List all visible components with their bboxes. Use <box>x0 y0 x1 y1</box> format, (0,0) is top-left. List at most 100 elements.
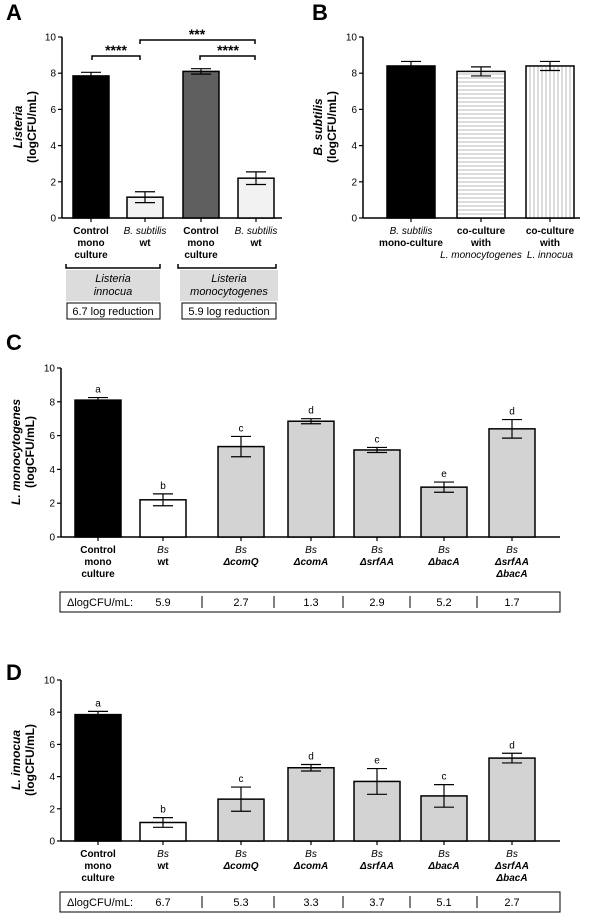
panel-b-label: B <box>312 0 328 25</box>
panel-a-category-label: B. subtilis <box>235 226 278 237</box>
reduction-box-innocua <box>66 302 161 320</box>
panel-d-category-label: Bs <box>305 849 317 860</box>
sig-label-1: **** <box>105 42 127 58</box>
group-innocua-line2: innocua <box>94 286 133 298</box>
panel-d-category-label: Bs <box>371 849 383 860</box>
panel-b-y-tick-label: 8 <box>351 69 357 80</box>
group-bracket-monocytogenes <box>177 264 277 269</box>
panel-c-category-label: Bs <box>305 545 317 556</box>
panel-c-y-tick-label: 4 <box>49 465 55 476</box>
panel-c-delta-value: 5.2 <box>436 597 451 609</box>
panel-b-ylabel-line2: (logCFU/mL) <box>325 91 339 163</box>
panel-a-bar <box>182 70 220 219</box>
panel-a-y-tick-label: 10 <box>45 33 57 44</box>
panel-a-category-label: mono <box>187 238 214 249</box>
panel-d-label: D <box>6 660 22 685</box>
panel-d-category-label: ΔsrfAA <box>359 861 394 872</box>
panel-d-significance-letter: b <box>160 805 166 816</box>
panel-a-bar <box>72 75 110 219</box>
panel-c-significance-letter: a <box>95 385 101 396</box>
panel-c-category-label: ΔbacA <box>495 569 527 580</box>
panel-d-y-tick-label: 2 <box>49 804 55 815</box>
sig-label-3: **** <box>217 42 239 58</box>
panel-a-groups: Listeria innocua Listeria monocytogenes … <box>65 264 278 320</box>
panel-d-category-label: ΔcomQ <box>222 861 258 872</box>
panel-a-category-label: Control <box>73 226 109 237</box>
panel-c-significance-letter: e <box>441 469 447 480</box>
group-innocua-line1: Listeria <box>95 273 130 285</box>
panel-a-category-label: Control <box>183 226 219 237</box>
panel-c-ylabel-line2: (logCFU/mL) <box>23 416 37 488</box>
panel-c-category-label: Bs <box>235 545 247 556</box>
panel-b-y-tick-label: 2 <box>351 177 357 188</box>
panel-c-delta-value: 2.9 <box>369 597 384 609</box>
panel-d-delta-value: 6.7 <box>155 897 170 909</box>
panel-d-y-tick-label: 6 <box>49 740 55 751</box>
panel-b-y-tick-label: 0 <box>351 214 357 225</box>
panel-c-delta-value: 2.7 <box>233 597 248 609</box>
panel-d-y-tick-label: 4 <box>49 772 55 783</box>
panel-d-category-label: ΔbacA <box>427 861 459 872</box>
panel-d-delta-value: 5.1 <box>436 897 451 909</box>
group-monocytogenes-line1: Listeria <box>211 273 246 285</box>
panel-b-ylabel-line1: B. subtilis <box>311 98 325 156</box>
group-bracket-innocua <box>65 264 161 269</box>
panel-c-ylabel-line1: L. monocytogenes <box>9 399 23 505</box>
panel-d-delta-value: 3.3 <box>303 897 318 909</box>
panel-b-category-label: L. innocua <box>527 250 574 261</box>
panel-c-bar <box>353 449 401 538</box>
panel-a-y-tick-label: 0 <box>50 214 56 225</box>
panel-c-category-label: culture <box>81 569 115 580</box>
panel-c-category-label: ΔcomA <box>293 557 329 568</box>
panel-d-bar <box>74 713 122 842</box>
panel-c-significance-letter: c <box>375 434 380 445</box>
panel-b-y-tick-label: 10 <box>346 33 358 44</box>
panel-d-ylabel-line2: (logCFU/mL) <box>23 724 37 796</box>
panel-a-significance: **** *** **** <box>91 26 256 60</box>
panel-b-y-tick-label: 4 <box>351 141 357 152</box>
panel-c-label: C <box>6 330 22 355</box>
panel-d-ylabel-line1: L. innocua <box>9 730 23 790</box>
panel-d-significance-letter: c <box>442 772 447 783</box>
panel-c-bar <box>287 420 335 538</box>
delta-table-d-label: ΔlogCFU/mL: <box>67 897 133 909</box>
panel-d-category-label: mono <box>84 861 111 872</box>
panel-c-y-tick-label: 2 <box>49 499 55 510</box>
panel-c-delta-value: 5.9 <box>155 597 170 609</box>
panel-d-y-tick-label: 0 <box>49 837 55 848</box>
panel-d-significance-letter: e <box>374 756 380 767</box>
reduction-monocytogenes: 5.9 log reduction <box>188 306 269 318</box>
panel-a-y-tick-label: 2 <box>50 177 56 188</box>
panel-a-y-tick-label: 8 <box>50 69 56 80</box>
panel-d-category-label: wt <box>156 861 169 872</box>
panel-d-y-tick-label: 10 <box>44 676 56 687</box>
panel-c-significance-letter: d <box>509 407 515 418</box>
sig-label-2: *** <box>189 26 206 42</box>
panel-c-bar <box>420 486 468 538</box>
panel-c-category-label: mono <box>84 557 111 568</box>
delta-table-c-box <box>59 591 561 613</box>
panel-d-significance-letter: d <box>509 740 515 751</box>
panel-a-ylabel-line2: (logCFU/mL) <box>25 91 39 163</box>
panel-c-significance-letter: d <box>308 406 314 417</box>
panel-c-category-label: ΔsrfAA <box>359 557 394 568</box>
panel-c-category-label: wt <box>156 557 169 568</box>
sig-bracket-1 <box>91 55 141 60</box>
panel-b-bar <box>525 65 575 219</box>
panel-b-category-label: with <box>539 238 560 249</box>
panel-c-category-label: ΔbacA <box>427 557 459 568</box>
panel-c-category-label: Bs <box>157 545 169 556</box>
group-monocytogenes-line2: monocytogenes <box>190 286 268 298</box>
panel-c-delta-value: 1.3 <box>303 597 318 609</box>
panel-b-bar <box>456 70 506 219</box>
panel-c-category-label: Bs <box>438 545 450 556</box>
panel-c-bar <box>217 445 265 538</box>
panel-a-category-label: wt <box>138 238 151 249</box>
panel-c-y-tick-label: 8 <box>49 397 55 408</box>
panel-a-category-label: culture <box>184 250 218 261</box>
panel-b-category-label: co-culture <box>457 226 506 237</box>
panel-b-category-label: co-culture <box>526 226 575 237</box>
panel-b-category-label: L. monocytogenes <box>440 250 522 261</box>
